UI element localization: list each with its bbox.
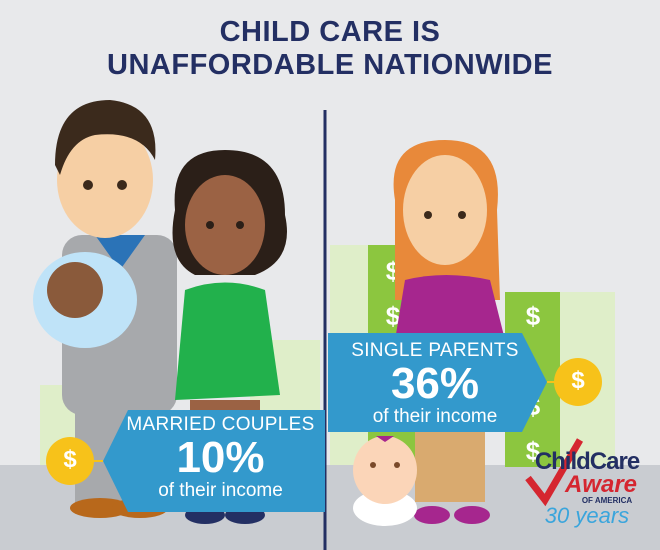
title-line-2: UNAFFORDABLE NATIONWIDE: [107, 49, 553, 81]
single-parents-stat: SINGLE PARENTS 36% of their income: [335, 340, 535, 428]
married-label: MARRIED COUPLES: [126, 414, 315, 435]
coin-dollar: $: [571, 367, 585, 394]
coin-icon: [554, 358, 602, 406]
childcare-aware-logo: ChildCare Aware OF AMERICA 30 years: [522, 450, 652, 527]
page-title: CHILD CARE IS UNAFFORDABLE NATIONWIDE: [0, 16, 660, 82]
single-sub: of their income: [372, 406, 498, 427]
married-couples-stat: MARRIED COUPLES 10% of their income: [118, 414, 323, 502]
logo-text: OF AMERICA: [581, 496, 633, 505]
title-line-1: CHILD CARE IS: [219, 16, 441, 48]
single-label: SINGLE PARENTS: [351, 340, 519, 361]
checkmark-logo-icon: [525, 438, 584, 507]
father-figure: [33, 100, 177, 518]
single-mother-figure: [393, 140, 505, 524]
logo-text: Aware: [564, 471, 638, 498]
svg-text:$: $: [386, 301, 401, 331]
coin-icon: [46, 437, 94, 485]
logo-text: 30 years: [544, 503, 630, 528]
svg-text:$: $: [526, 436, 541, 466]
logo-text: ChildCare: [534, 448, 640, 475]
single-percent: 36%: [390, 359, 480, 408]
single-arrow-box: [328, 333, 547, 432]
married-arrow-box: [103, 410, 325, 512]
coin-dollar: $: [63, 446, 77, 473]
baby-figure: [353, 436, 417, 526]
married-sub: of their income: [158, 480, 283, 501]
married-percent: 10%: [176, 433, 265, 482]
svg-text:$: $: [526, 301, 541, 331]
